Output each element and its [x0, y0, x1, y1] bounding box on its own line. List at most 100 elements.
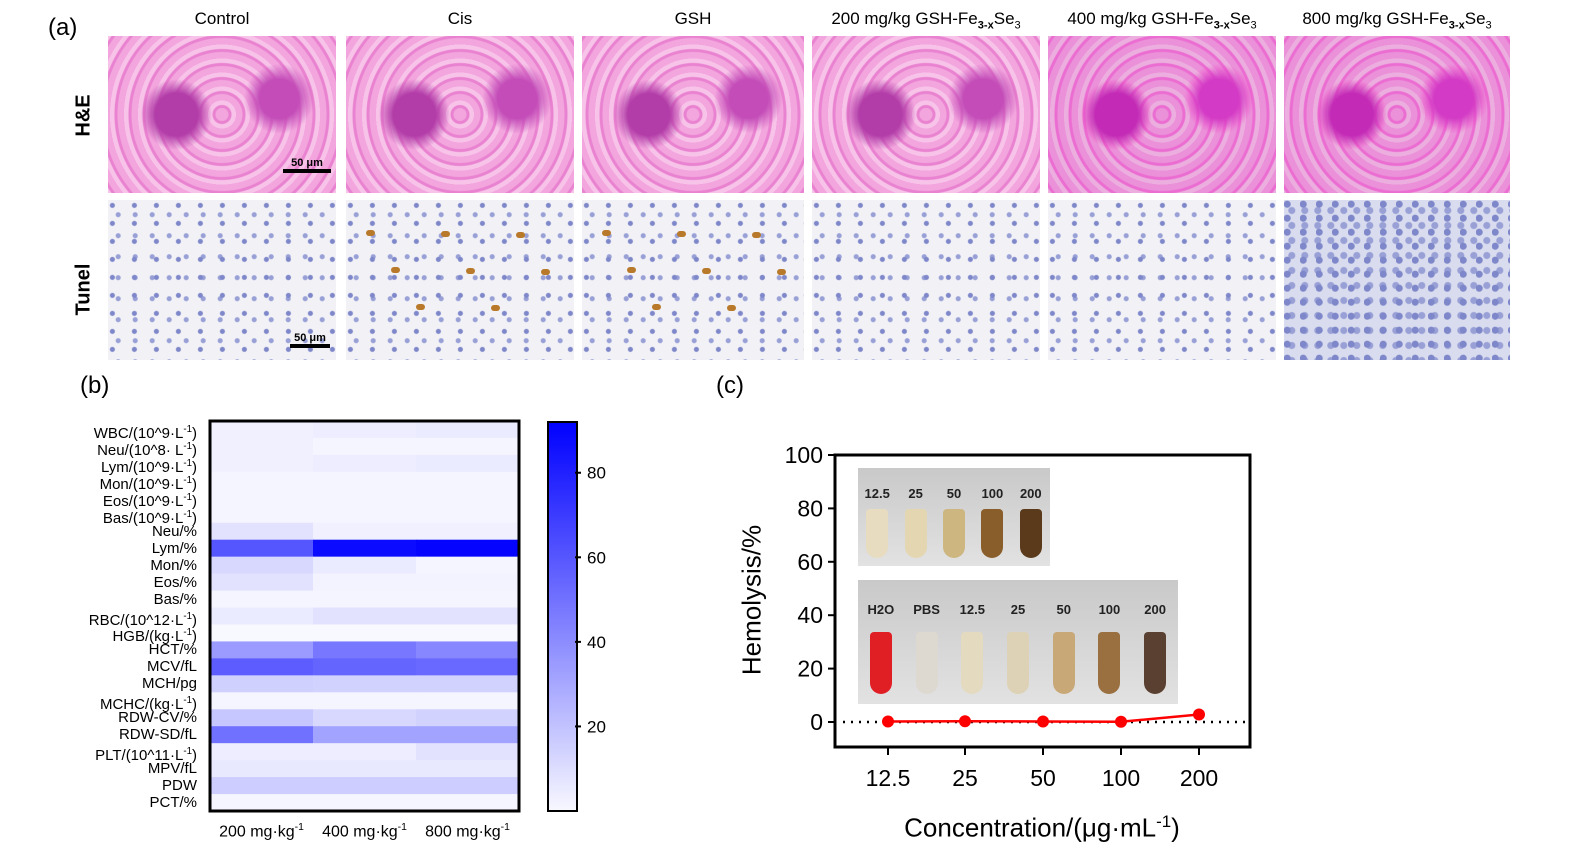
heatmap-cell [313, 760, 417, 778]
heatmap-cell [210, 505, 314, 524]
tube-label: 200 [1019, 485, 1042, 501]
heatmap-cell [313, 539, 417, 558]
column-label-sup: -1 [500, 822, 510, 833]
column-label-text: 200 mg·kg [219, 823, 295, 841]
heatmap-cell [210, 590, 314, 609]
formula-sub2: 3 [1250, 19, 1257, 32]
row-label-text: MCHC/(kg·L [99, 696, 184, 714]
heatmap-row-label: PLT/(10^11·L-1) [95, 746, 197, 765]
heatmap-cell [313, 454, 417, 473]
y-tick-label: 100 [785, 442, 823, 468]
tunel-positive-spot [627, 267, 636, 273]
tube-label: 12.5 [864, 485, 890, 501]
row-label-text: Neu/(10^8· L [97, 441, 184, 459]
heatmap-cell [416, 471, 520, 490]
x-tick-label: 200 [1180, 765, 1218, 791]
colorbar-tick-label: 60 [587, 548, 606, 567]
row-label-text: Eos/% [153, 573, 197, 591]
heatmap-row-label: Eos/(10^9·L-1) [102, 491, 197, 510]
x-axis-label-sup: -1 [1156, 812, 1172, 831]
heatmap-cell [210, 471, 314, 490]
row-label-text: PDW [162, 777, 197, 795]
tunel-positive-spot [752, 232, 761, 238]
heatmap-cell [416, 658, 520, 676]
y-tick-label: 0 [810, 709, 823, 735]
scale-bar: 50 μm [283, 157, 331, 173]
heatmap-cell [416, 488, 520, 507]
tunel-image [582, 200, 804, 360]
heatmap-cell [210, 437, 314, 456]
formula-sub2: 3 [1014, 19, 1021, 32]
heatmap-cell [313, 726, 417, 744]
heatmap-cell [416, 675, 520, 693]
column-label-text: 800 mg·kg [425, 823, 501, 841]
heatmap-cell [416, 539, 520, 558]
row-label-sup: -1 [183, 440, 192, 452]
tunel-positive-spot [466, 268, 475, 274]
colorbar-tick-label: 80 [587, 464, 606, 483]
scale-bar-label: 50 μm [291, 157, 323, 169]
row-label-text: RDW-CV/% [118, 709, 197, 727]
sample-tube [866, 509, 889, 559]
sample-tube [1007, 632, 1029, 695]
row-label-text: HCT/% [148, 641, 197, 659]
row-label-sup: -1 [183, 474, 192, 486]
heatmap-cell [210, 641, 314, 659]
heatmap-row-label: Bas/(10^9·L-1) [102, 508, 197, 527]
row-label-text: RBC/(10^12·L [88, 611, 184, 629]
heatmap-cell [210, 794, 314, 812]
heatmap-cell [416, 726, 520, 744]
heatmap-frame [208, 419, 521, 813]
colorbar-tick-label: 40 [587, 633, 606, 652]
sample-tube [981, 509, 1004, 559]
y-tick-label: 20 [797, 656, 823, 682]
heatmap-row-label: Neu/(10^8· L-1) [97, 440, 197, 459]
heatmap-cell [416, 760, 520, 778]
tunel-image [1048, 200, 1276, 360]
panel-b-label: (b) [80, 372, 110, 399]
he-image [346, 36, 574, 193]
column-header: 400 mg/kg GSH-Fe3-xSe3 [1048, 9, 1276, 31]
tube-label: 25 [1010, 602, 1026, 618]
heatmap-cell [416, 641, 520, 659]
row-label-sup: -1 [183, 491, 192, 503]
row-label-sup: -1 [183, 457, 192, 469]
heatmap-cell [313, 505, 417, 524]
tunel-positive-spot [441, 231, 450, 237]
heatmap-cell [416, 522, 520, 541]
heatmap-cell [313, 573, 417, 592]
heatmap-cell [313, 692, 417, 710]
data-point [1115, 715, 1127, 728]
heatmap-cell [210, 556, 314, 575]
heatmap-cell [313, 488, 417, 507]
column-header-text: Cis [447, 9, 473, 28]
tube-label: 50 [946, 485, 962, 501]
heatmap-cell [416, 454, 520, 473]
scale-bar-label: 50 μm [294, 332, 326, 344]
inset-photo-hemolysis: H2O PBS 12.5 25 50 100 200 [858, 580, 1178, 704]
row-label-sup: -1 [183, 627, 192, 639]
heatmap-cell [210, 726, 314, 744]
formula-sub: 3-x [1213, 19, 1230, 32]
tunel-image [108, 200, 336, 360]
heatmap-cell [210, 743, 314, 761]
sample-tube [943, 509, 965, 559]
row-label-text: Bas/% [153, 590, 197, 608]
heatmap-column-label: 800 mg·kg-1 [425, 822, 510, 841]
heatmap-cell [313, 556, 417, 575]
column-label-text: 400 mg·kg [322, 823, 398, 841]
formula-sub: 3-x [977, 19, 994, 32]
sample-tube [1019, 509, 1042, 559]
tunel-positive-spot [491, 305, 500, 311]
heatmap-cell [416, 794, 520, 812]
tunel-positive-spot [652, 304, 661, 310]
sample-tube [1144, 632, 1167, 695]
row-label-sup: -1 [183, 695, 192, 707]
heatmap-row-label: MPV/fL [148, 760, 197, 777]
column-header-text: 400 mg/kg GSH-Fe [1067, 9, 1214, 28]
row-label-text: Lym/% [151, 539, 197, 557]
data-point [959, 715, 971, 728]
tunel-positive-spot [416, 304, 425, 310]
heatmap-row-label: RDW-SD/fL [119, 726, 197, 743]
he-image [1284, 36, 1510, 193]
